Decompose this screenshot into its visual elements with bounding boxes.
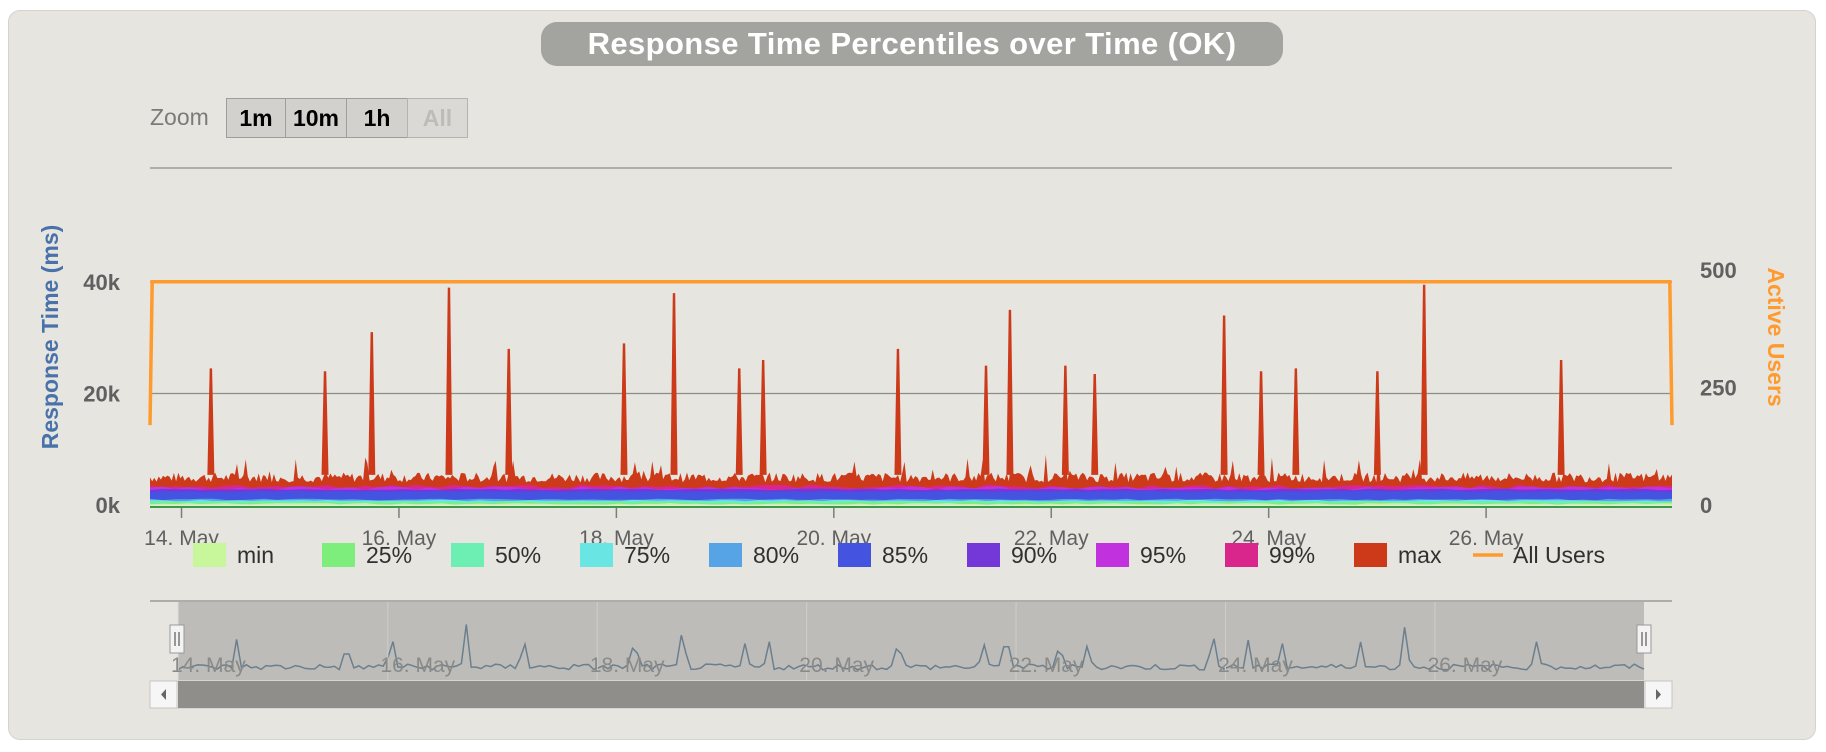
legend-label: max <box>1398 542 1442 568</box>
navigator-tick-label: 22. May <box>1009 654 1084 677</box>
navigator-tick-label: 18. May <box>590 654 665 677</box>
navigator-right-handle-grip <box>1636 624 1652 654</box>
max-spike-12 <box>1061 365 1069 475</box>
legend-label: 80% <box>753 542 799 568</box>
max-spike-3 <box>445 287 453 475</box>
y-right-tick-label: 500 <box>1700 258 1737 283</box>
max-spike-10 <box>982 365 990 475</box>
max-spike-18 <box>1420 284 1428 475</box>
zoom-1m-button[interactable]: 1m <box>226 98 286 138</box>
navigator-tick-label: 20. May <box>799 654 874 677</box>
scroll-right-bg <box>1644 680 1673 709</box>
legend-swatch-p95 <box>1096 543 1129 567</box>
max-spike-14 <box>1220 315 1228 475</box>
y-right-axis-title: Active Users <box>1763 267 1789 406</box>
x-tick-label: 26. May <box>1449 527 1524 550</box>
legend-swatch-min <box>193 543 226 567</box>
navigator: 14. May 16. May 18. May 20. May 22. May 24. M… <box>149 600 1673 709</box>
max-spike-1 <box>321 371 329 475</box>
navigator-tick-label: 16. May <box>380 654 455 677</box>
legend-label: 50% <box>495 542 541 568</box>
max-spike-2 <box>368 332 376 475</box>
navigator-series-line <box>177 624 1645 671</box>
y-left-tick-label: 40k <box>83 270 120 295</box>
navigator-left-handle-grip <box>169 624 185 654</box>
legend: min 25% 50% 75% 80% 85% 90% 95% 99% max All Users <box>193 542 1605 568</box>
series-layer <box>148 280 1674 508</box>
y-left-tick-label: 20k <box>83 382 120 407</box>
legend-label: 90% <box>1011 542 1057 568</box>
zoom-label: Zoom <box>150 104 209 130</box>
max-spike-15 <box>1257 371 1265 475</box>
legend-swatch-p80 <box>709 543 742 567</box>
series-all-users-line <box>148 280 1674 426</box>
scrollbar-thumb[interactable] <box>178 681 1644 708</box>
y-left-tick-label: 0k <box>96 493 121 518</box>
navigator-right-handle[interactable] <box>1636 624 1652 654</box>
max-spike-11 <box>1006 309 1014 475</box>
chart-title: Response Time Percentiles over Time (OK) <box>541 22 1283 66</box>
x-tick-label: 16. May <box>362 527 437 550</box>
max-spike-9 <box>894 348 902 475</box>
max-spike-8 <box>759 360 767 475</box>
y-right-tick-label: 0 <box>1700 493 1712 518</box>
legend-label: min <box>237 542 274 568</box>
zoom-10m-button[interactable]: 10m <box>285 98 347 138</box>
max-spike-7 <box>735 368 743 475</box>
chevron-right-icon <box>1656 689 1661 700</box>
max-spike-6 <box>670 293 678 475</box>
legend-label: All Users <box>1513 542 1605 568</box>
navigator-left-handle[interactable] <box>169 624 185 654</box>
scroll-left-button[interactable] <box>149 680 178 709</box>
zoom-all-button[interactable]: All <box>407 98 468 138</box>
legend-swatch-p75 <box>580 543 613 567</box>
legend-label: 85% <box>882 542 928 568</box>
legend-swatch-p85 <box>838 543 871 567</box>
max-spike-13 <box>1091 373 1099 475</box>
y-left-axis-title: Response Time (ms) <box>37 225 63 450</box>
navigator-tick-label: 24. May <box>1218 654 1293 677</box>
navigator-tick-label: 26. May <box>1428 654 1503 677</box>
zoom-1h-button[interactable]: 1h <box>346 98 408 138</box>
legend-swatch-p50 <box>451 543 484 567</box>
scroll-right-button[interactable] <box>1644 680 1673 709</box>
max-spike-19 <box>1557 360 1565 475</box>
max-spike-0 <box>207 368 215 475</box>
navigator-tick-label: 14. May <box>171 654 246 677</box>
legend-swatch-p25 <box>322 543 355 567</box>
chevron-left-icon <box>161 689 166 700</box>
legend-label: 25% <box>366 542 412 568</box>
y-right-tick-label: 250 <box>1700 376 1737 401</box>
legend-label: 95% <box>1140 542 1186 568</box>
legend-swatch-p99 <box>1225 543 1258 567</box>
legend-swatch-p90 <box>967 543 1000 567</box>
series-min-area <box>150 503 1672 505</box>
max-spike-16 <box>1292 368 1300 475</box>
legend-label: 99% <box>1269 542 1315 568</box>
max-spike-5 <box>620 343 628 475</box>
max-spike-17 <box>1373 371 1381 475</box>
legend-swatch-max <box>1354 543 1387 567</box>
max-spike-4 <box>505 348 513 475</box>
legend-label: 75% <box>624 542 670 568</box>
x-tick-label: 22. May <box>1014 527 1089 550</box>
